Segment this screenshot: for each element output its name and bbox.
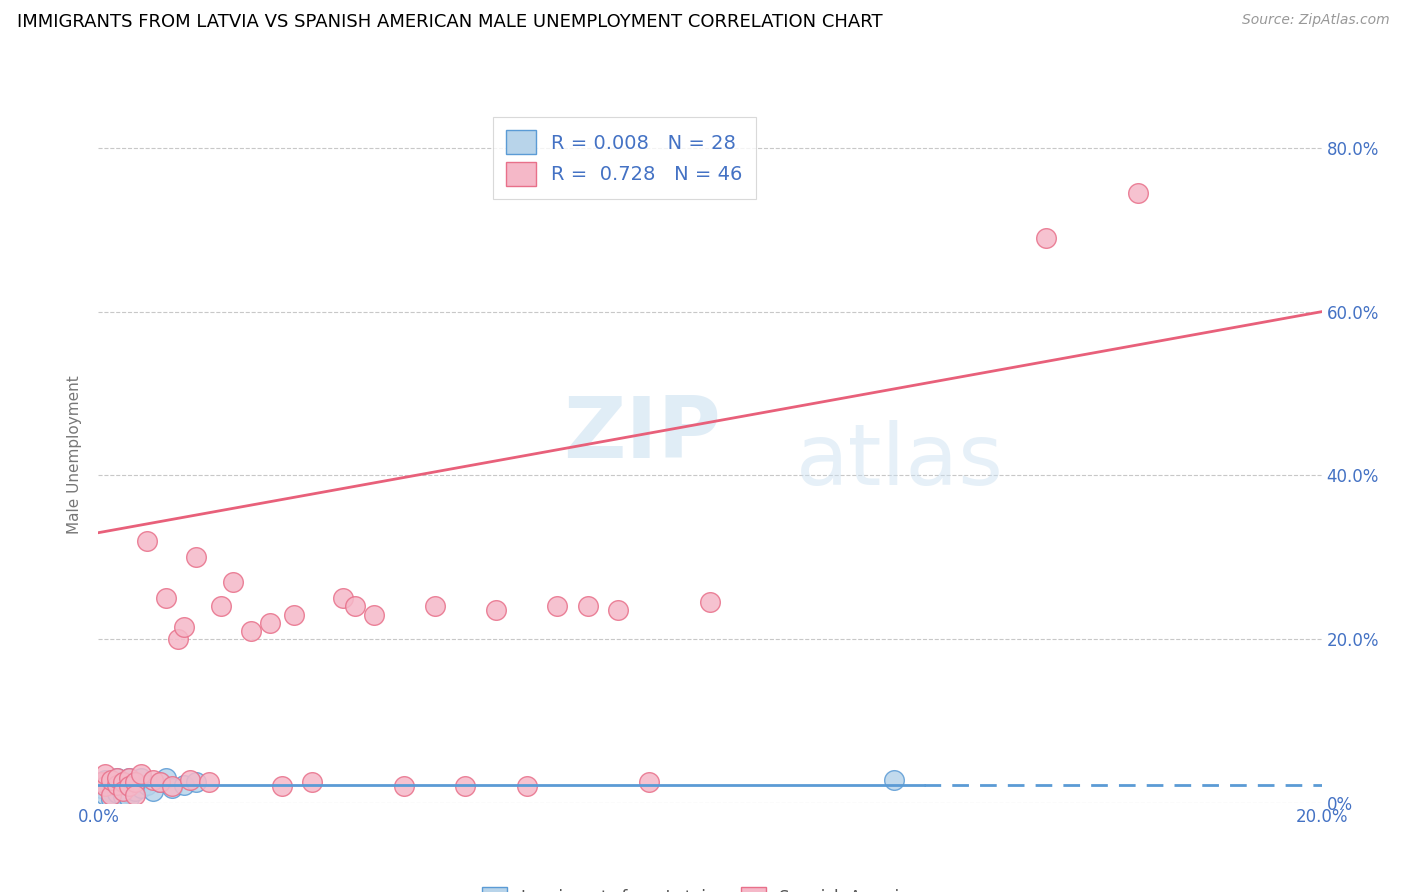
Point (197, 775, 219, 789)
Point (485, 603, 508, 617)
Point (363, 607, 385, 622)
Point (301, 775, 323, 789)
Point (149, 775, 172, 789)
Point (111, 783, 134, 797)
Point (124, 775, 146, 789)
Point (93, 778, 115, 792)
Point (100, 775, 122, 789)
Text: Source: ZipAtlas.com: Source: ZipAtlas.com (1241, 13, 1389, 28)
Point (111, 775, 134, 789)
Point (699, 595, 721, 609)
Point (516, 780, 538, 794)
Point (142, 783, 165, 797)
Point (179, 772, 201, 787)
Point (118, 771, 141, 785)
Point (105, 786, 128, 800)
Point (149, 775, 172, 789)
Point (209, 599, 232, 614)
Point (118, 771, 141, 785)
Point (124, 775, 146, 789)
Point (136, 533, 159, 548)
Point (344, 599, 367, 614)
Point (155, 771, 177, 785)
Point (111, 789, 134, 804)
Point (173, 620, 195, 634)
Point (111, 775, 134, 789)
Point (167, 632, 190, 646)
Point (142, 772, 165, 787)
Point (222, 574, 245, 589)
Point (270, 780, 292, 794)
Point (100, 772, 122, 787)
Point (100, 788, 122, 802)
Text: IMMIGRANTS FROM LATVIA VS SPANISH AMERICAN MALE UNEMPLOYMENT CORRELATION CHART: IMMIGRANTS FROM LATVIA VS SPANISH AMERIC… (17, 13, 883, 31)
Point (100, 791, 122, 805)
Point (332, 591, 354, 606)
Point (1128, 186, 1150, 200)
Point (637, 775, 661, 789)
Point (118, 780, 141, 794)
Point (160, 780, 183, 794)
Y-axis label: Male Unemployment: Male Unemployment (67, 376, 83, 534)
Point (124, 788, 146, 802)
Point (546, 599, 568, 614)
Point (90, 775, 112, 789)
Point (118, 790, 141, 805)
Point (90, 780, 112, 795)
Text: atlas: atlas (796, 420, 1004, 503)
Point (240, 624, 263, 638)
Point (93, 767, 115, 781)
Point (283, 607, 305, 622)
Point (100, 783, 122, 797)
Point (118, 778, 141, 792)
Point (93, 788, 115, 802)
Point (576, 599, 599, 614)
Point (93, 780, 115, 794)
Point (173, 778, 195, 792)
Point (129, 771, 152, 785)
Point (186, 775, 208, 789)
Point (111, 780, 134, 795)
Legend: Immigrants from Latvia, Spanish Americans: Immigrants from Latvia, Spanish American… (470, 874, 950, 892)
Point (93, 772, 115, 787)
Point (124, 783, 146, 797)
Point (259, 615, 281, 630)
Point (1035, 231, 1057, 245)
Point (129, 767, 152, 781)
Point (136, 778, 159, 792)
Point (160, 780, 183, 795)
Point (105, 780, 128, 794)
Point (392, 780, 416, 794)
Point (883, 772, 905, 787)
Point (454, 780, 477, 794)
Point (105, 771, 128, 785)
Point (155, 591, 177, 606)
Point (105, 771, 128, 785)
Point (607, 603, 630, 617)
Point (105, 778, 128, 792)
Point (129, 780, 152, 795)
Text: ZIP: ZIP (564, 392, 721, 475)
Point (118, 786, 141, 800)
Point (423, 599, 446, 614)
Point (186, 550, 208, 565)
